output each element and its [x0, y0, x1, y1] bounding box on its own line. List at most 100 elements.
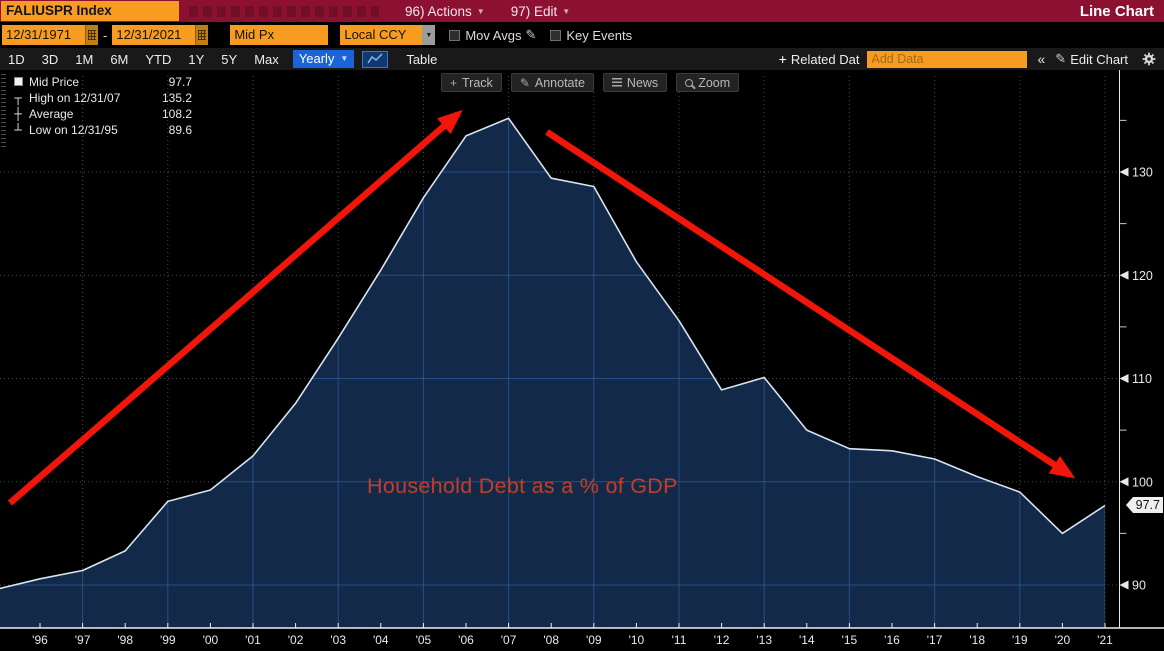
chevron-down-icon: ▼ [476, 6, 485, 16]
y-tick-label: 130 [1132, 166, 1153, 180]
x-tick-label: '06 [458, 633, 474, 647]
legend-item[interactable]: ┼ Average 108.2 [10, 106, 192, 122]
legend-label: Low on 12/31/95 [29, 123, 118, 137]
tool-annotate-button[interactable]: ✎ Annotate [510, 73, 594, 92]
x-tick-label: '08 [543, 633, 559, 647]
legend-value: 89.6 [168, 123, 192, 137]
legend-item[interactable]: Mid Price 97.7 [10, 74, 192, 90]
legend-label: High on 12/31/07 [29, 91, 121, 105]
annotation-arrow[interactable] [7, 109, 463, 506]
x-tick-label: '99 [160, 633, 176, 647]
edit-menu-label: 97) Edit [510, 3, 558, 19]
average-marker: ┼ [14, 107, 22, 121]
date-from-field[interactable]: 12/31/1971 [2, 25, 85, 45]
price-chart-canvas[interactable]: 90 100 110 120 130 '96 '97 '98 '99 '00 '01 '02 '03 '0… [0, 70, 1164, 651]
range-tab-1m[interactable]: 1M [75, 51, 94, 67]
date-to-field[interactable]: 12/31/2021 [112, 25, 196, 45]
annotation-arrow[interactable] [545, 129, 1076, 479]
legend-value: 108.2 [161, 107, 192, 121]
legend-label: Average [29, 107, 74, 121]
period-select-value: Yearly [298, 51, 335, 66]
security-ticker-field[interactable]: FALIUSPR Index [1, 1, 179, 21]
x-tick-label: '02 [288, 633, 304, 647]
table-button[interactable]: Table [406, 51, 438, 67]
magnifier-icon [685, 78, 694, 87]
tool-zoom-button[interactable]: Zoom [676, 73, 740, 92]
x-tick-label: '16 [884, 633, 900, 647]
related-data-button[interactable]: Related Dat [790, 51, 860, 67]
period-select[interactable]: Yearly ▼ [292, 50, 355, 68]
chart-toolbar: + Track ✎ Annotate News Zoom [441, 73, 740, 92]
y-tick-label: 90 [1132, 579, 1146, 593]
calendar-icon[interactable] [195, 25, 209, 45]
chevron-down-icon: ▼ [562, 6, 571, 16]
key-events-label[interactable]: Key Events [566, 27, 633, 43]
gear-icon [1142, 52, 1156, 66]
settings-button[interactable] [1142, 52, 1156, 66]
tool-label: News [626, 75, 659, 90]
x-tick-label: '01 [245, 633, 261, 647]
legend-item[interactable]: ┴ Low on 12/31/95 89.6 [10, 122, 192, 138]
news-icon [611, 78, 622, 87]
x-tick-label: '19 [1012, 633, 1028, 647]
edit-chart-button[interactable]: ✎ Edit Chart [1055, 51, 1128, 67]
tool-track-button[interactable]: + Track [441, 73, 502, 92]
pencil-icon: ✎ [1055, 51, 1067, 66]
chevron-down-icon[interactable]: ▼ [422, 25, 436, 45]
legend-value: 135.2 [161, 91, 192, 105]
badge-arrow-icon [1125, 497, 1133, 513]
legend-item[interactable]: ┬ High on 12/31/07 135.2 [10, 90, 192, 106]
actions-menu[interactable]: 96) Actions ▼ [405, 4, 485, 19]
last-price-value: 97.7 [1132, 497, 1163, 513]
edit-chart-label: Edit Chart [1070, 51, 1128, 67]
range-tab-max[interactable]: Max [254, 51, 279, 67]
tool-label: Zoom [698, 75, 731, 90]
range-tabs: 1D 3D 1M 6M YTD 1Y 5Y Max [0, 52, 279, 67]
x-tick-label: '12 [714, 633, 730, 647]
price-line [0, 117, 1106, 590]
range-tab-6m[interactable]: 6M [110, 51, 129, 67]
range-tab-1y[interactable]: 1Y [188, 51, 205, 67]
y-tick-arrow-icon [1119, 580, 1129, 590]
calendar-icon[interactable] [85, 25, 98, 45]
key-events-checkbox[interactable] [550, 29, 562, 41]
range-tab-3d[interactable]: 3D [41, 51, 59, 67]
add-data-input[interactable] [867, 50, 1028, 68]
view-title: Line Chart [1079, 2, 1154, 20]
legend-value: 97.7 [168, 75, 192, 89]
x-tick-label: '20 [1055, 633, 1071, 647]
low-marker: ┴ [14, 123, 22, 137]
price-source-field[interactable]: Mid Px [230, 25, 329, 45]
x-tick-label: '18 [969, 633, 985, 647]
x-tick-label: '03 [330, 633, 346, 647]
series-swatch [10, 75, 26, 89]
y-tick-arrow-icon [1119, 374, 1129, 383]
area-fill [0, 118, 1105, 628]
mov-avgs-checkbox[interactable] [449, 29, 461, 41]
plus-icon: + [450, 75, 458, 90]
range-tab-1d[interactable]: 1D [8, 51, 25, 67]
chevron-down-icon: ▼ [340, 54, 349, 63]
range-tab-5y[interactable]: 5Y [221, 51, 238, 67]
x-tick-label: '98 [117, 633, 133, 647]
last-price-badge: 97.7 [1125, 497, 1163, 513]
x-tick-label: '97 [75, 633, 91, 647]
x-tick-label: '13 [756, 633, 772, 647]
currency-select[interactable]: Local CCY [340, 25, 423, 45]
chart-type-button[interactable] [362, 50, 389, 68]
pencil-icon[interactable]: ✎ [525, 27, 537, 42]
x-tick-label: '05 [416, 633, 432, 647]
edit-menu[interactable]: 97) Edit ▼ [511, 4, 570, 19]
y-tick-label: 110 [1132, 372, 1152, 386]
title-bar: FALIUSPR Index 96) Actions ▼ 97) Edit ▼ … [0, 0, 1164, 22]
chart-area: 90 100 110 120 130 '96 '97 '98 '99 '00 '01 '02 '03 '0… [0, 70, 1164, 651]
mov-avgs-label[interactable]: Mov Avgs [465, 27, 522, 43]
range-tab-ytd[interactable]: YTD [145, 51, 172, 67]
collapse-panel-button[interactable]: « [1037, 51, 1046, 67]
annotation-text[interactable]: Household Debt as a % of GDP [367, 474, 678, 498]
tool-label: Annotate [534, 75, 585, 90]
tool-news-button[interactable]: News [602, 73, 668, 92]
high-marker: ┬ [14, 91, 22, 105]
x-tick-label: '15 [842, 633, 858, 647]
x-tick-label: '96 [32, 633, 48, 647]
